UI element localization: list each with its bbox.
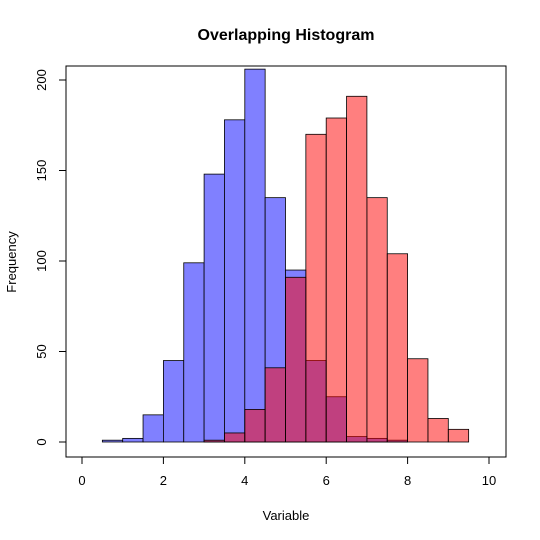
x-axis: 0 2 4 6 8 10 [78, 456, 496, 488]
histogram-bar-s1-6 [224, 119, 246, 443]
histogram-bar-s1-3 [162, 360, 185, 443]
x-tick-label-4: 8 [404, 473, 411, 488]
chart-title: Overlapping Histogram [198, 27, 375, 44]
y-tick-label-2: 100 [34, 250, 49, 272]
y-axis: 0 50 100 150 200 [34, 69, 67, 446]
histogram-bar-s1-7 [244, 68, 266, 443]
histogram-bar-s2-10 [407, 358, 429, 443]
histogram-bar-s1-0 [101, 439, 124, 443]
histogram-bar-s1-4 [183, 262, 205, 443]
histogram-bar-s1-2 [142, 414, 164, 443]
histogram-bar-s2-11 [427, 418, 449, 443]
y-axis-label: Frequency [4, 231, 19, 293]
histogram-bar-s1-5 [203, 173, 225, 443]
histogram-bar-s2-1 [224, 432, 246, 443]
histogram-bar-s2-4 [285, 276, 307, 443]
x-tick-label-1: 2 [160, 473, 167, 488]
x-tick-label-0: 0 [78, 473, 85, 488]
histogram-bar-s2-8 [366, 197, 388, 443]
histogram-bar-s2-9 [386, 253, 409, 443]
x-tick-label-2: 4 [241, 473, 248, 488]
histogram-bar-s2-5 [305, 133, 327, 443]
histogram-bar-s2-3 [264, 367, 286, 443]
x-tick-label-5: 10 [482, 473, 496, 488]
histogram-bar-s2-6 [325, 117, 347, 443]
y-tick-label-0: 0 [34, 438, 49, 445]
x-tick-label-3: 6 [323, 473, 330, 488]
histogram-bar-s2-2 [244, 409, 266, 443]
bars-layer [101, 68, 470, 443]
y-tick-label-1: 50 [34, 344, 49, 358]
histogram-bar-s2-7 [346, 95, 368, 443]
histogram-bar-s2-0 [203, 439, 225, 443]
y-tick-label-3: 150 [34, 160, 49, 182]
y-tick-label-4: 200 [34, 69, 49, 91]
x-axis-label: Variable [263, 508, 310, 523]
histogram-bar-s1-1 [122, 437, 144, 443]
histogram-bar-s2-12 [447, 428, 470, 443]
